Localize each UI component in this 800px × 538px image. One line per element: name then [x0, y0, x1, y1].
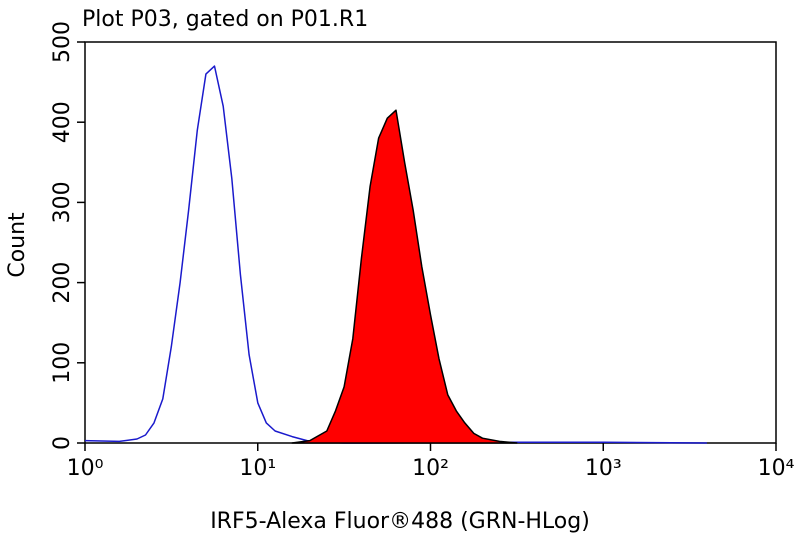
y-tick-label: 100	[50, 342, 75, 384]
x-tick-label: 10³	[585, 456, 622, 481]
y-tick-label: 300	[50, 181, 75, 223]
y-tick-label: 400	[50, 101, 75, 143]
y-tick-label: 0	[50, 436, 75, 450]
y-tick-label: 200	[50, 262, 75, 304]
y-tick-label: 500	[50, 21, 75, 63]
x-tick-label: 10⁴	[758, 456, 795, 481]
histogram-area	[291, 109, 518, 444]
x-tick-label: 10²	[412, 456, 449, 481]
x-axis-label: IRF5-Alexa Fluor®488 (GRN-HLog)	[210, 509, 590, 534]
x-tick-label: 10¹	[239, 456, 276, 481]
x-tick-label: 10⁰	[67, 456, 104, 481]
y-axis-label: Count	[5, 212, 30, 278]
chart-title: Plot P03, gated on P01.R1	[82, 7, 368, 32]
